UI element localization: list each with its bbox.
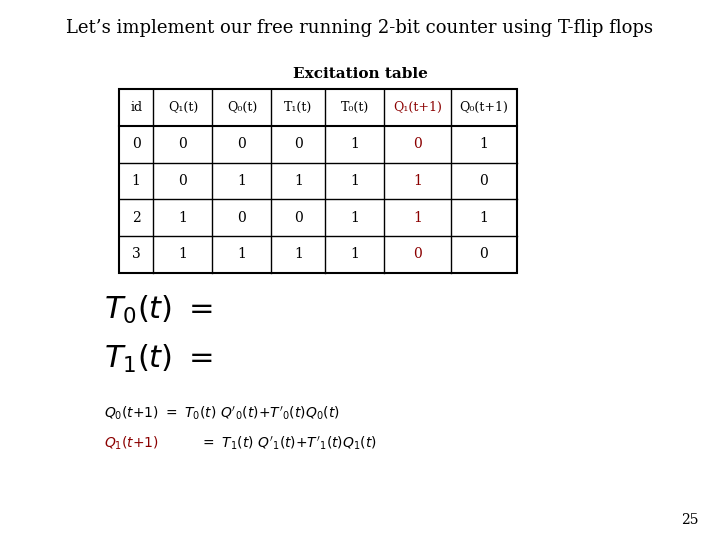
Text: 1: 1 — [351, 211, 359, 225]
Text: $=\ T_1(t)\ Q'_1(t){+}T'_1(t)Q_1(t)$: $=\ T_1(t)\ Q'_1(t){+}T'_1(t)Q_1(t)$ — [200, 435, 377, 453]
Text: 1: 1 — [413, 174, 422, 188]
Text: 1: 1 — [294, 247, 303, 261]
Text: Q₁(t): Q₁(t) — [168, 101, 198, 114]
Text: 1: 1 — [351, 247, 359, 261]
Text: 1: 1 — [480, 211, 488, 225]
Text: Q₀(t+1): Q₀(t+1) — [459, 101, 508, 114]
Text: Q₁(t+1): Q₁(t+1) — [393, 101, 442, 114]
Text: $T_1(t)\ =$: $T_1(t)\ =$ — [104, 343, 213, 375]
Text: 0: 0 — [294, 137, 303, 151]
Text: 1: 1 — [480, 137, 488, 151]
Text: 1: 1 — [179, 247, 187, 261]
Text: 25: 25 — [681, 512, 698, 526]
Text: 1: 1 — [351, 174, 359, 188]
Text: 0: 0 — [413, 247, 422, 261]
Text: Let’s implement our free running 2-bit counter using T-flip flops: Let’s implement our free running 2-bit c… — [66, 19, 654, 37]
Text: 0: 0 — [480, 174, 488, 188]
Text: 1: 1 — [294, 174, 303, 188]
Text: 1: 1 — [179, 211, 187, 225]
Text: 1: 1 — [132, 174, 140, 188]
Text: 0: 0 — [238, 137, 246, 151]
Text: 1: 1 — [238, 247, 246, 261]
Text: T₀(t): T₀(t) — [341, 101, 369, 114]
Text: 0: 0 — [480, 247, 488, 261]
Text: 0: 0 — [413, 137, 422, 151]
Text: 1: 1 — [238, 174, 246, 188]
Text: 0: 0 — [179, 137, 187, 151]
Text: 2: 2 — [132, 211, 140, 225]
Text: 0: 0 — [238, 211, 246, 225]
Text: T₁(t): T₁(t) — [284, 101, 312, 114]
Text: 3: 3 — [132, 247, 140, 261]
Bar — [119, 89, 517, 273]
Text: 0: 0 — [179, 174, 187, 188]
Text: 1: 1 — [413, 211, 422, 225]
Text: 1: 1 — [351, 137, 359, 151]
Text: 0: 0 — [132, 137, 140, 151]
Text: id: id — [130, 101, 142, 114]
Text: $Q_0(t{+}1)\ =\ T_0(t)\ Q'_0(t){+}T'_0(t)Q_0(t)$: $Q_0(t{+}1)\ =\ T_0(t)\ Q'_0(t){+}T'_0(t… — [104, 404, 340, 422]
Text: $Q_1(t{+}1)$: $Q_1(t{+}1)$ — [104, 435, 159, 452]
Text: Excitation table: Excitation table — [292, 68, 428, 82]
Text: 0: 0 — [294, 211, 303, 225]
Text: Q₀(t): Q₀(t) — [227, 101, 257, 114]
Text: $T_0(t)\ =$: $T_0(t)\ =$ — [104, 294, 213, 326]
